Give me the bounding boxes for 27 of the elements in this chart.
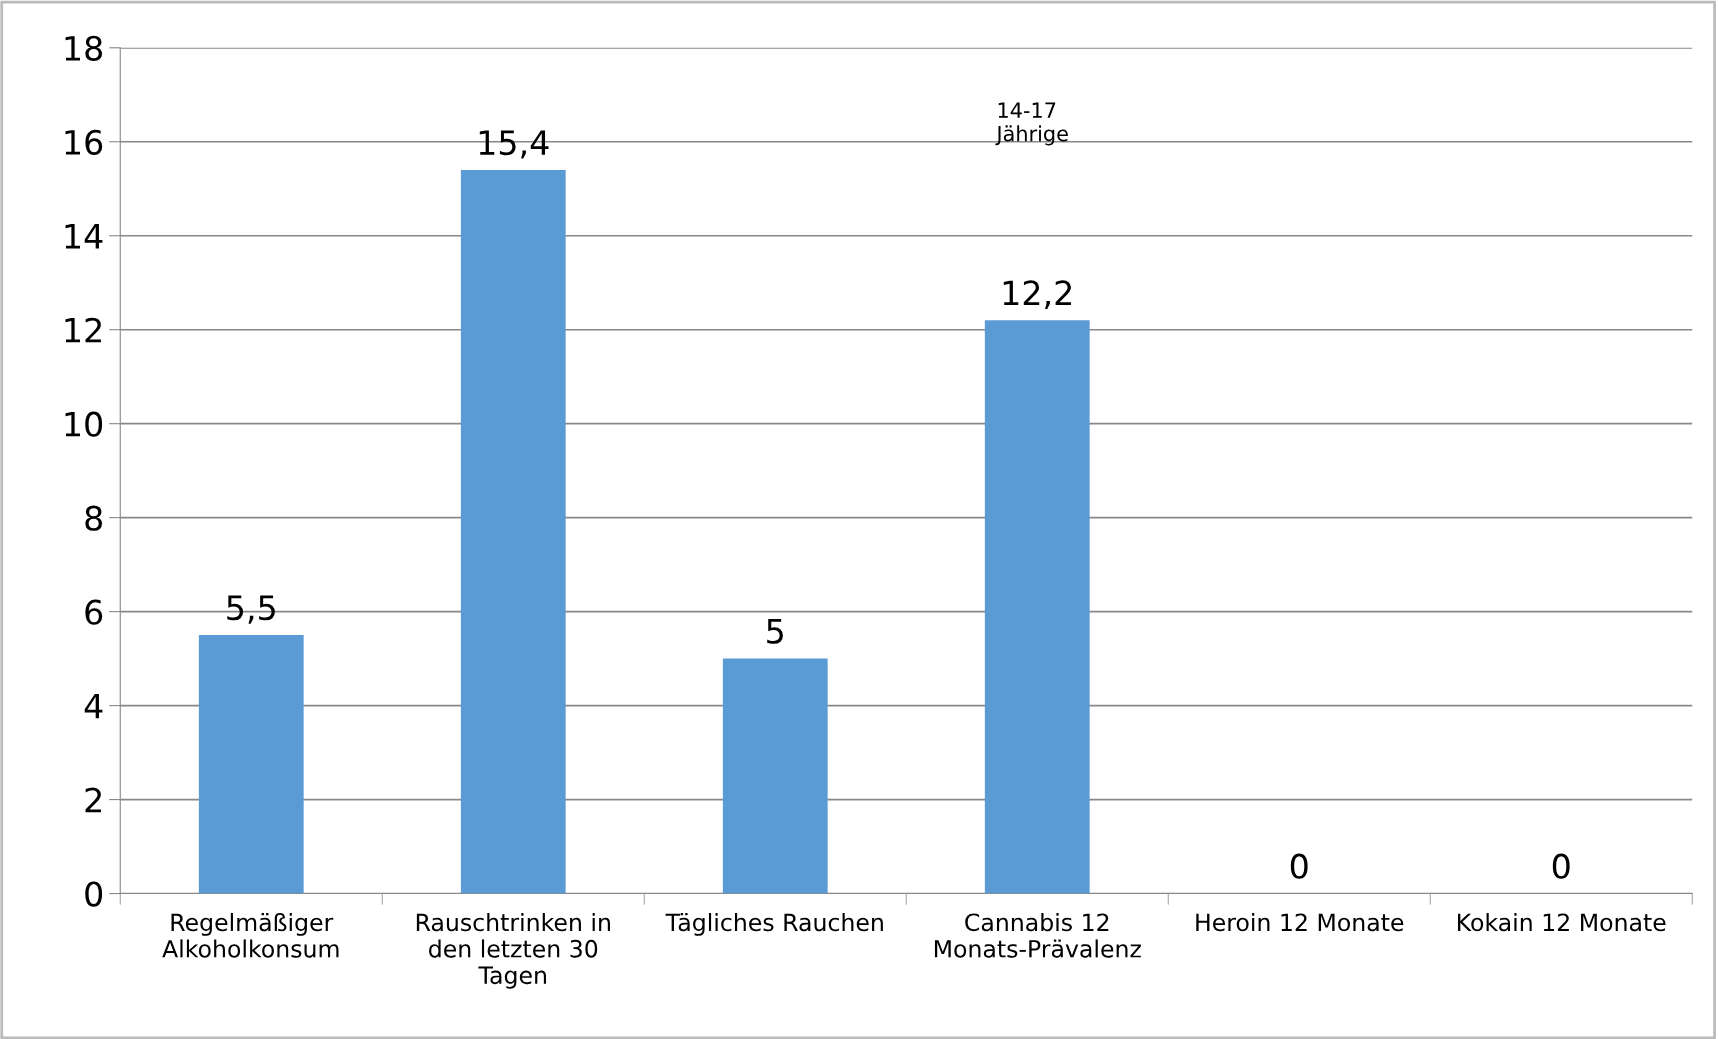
x-tick-label: Regelmäßiger Alkoholkonsum <box>162 912 339 958</box>
y-tick-label: 12 <box>65 317 101 343</box>
y-tick-label: 4 <box>84 693 103 719</box>
y-tick-label: 18 <box>65 35 103 61</box>
data-label: 0 <box>1552 853 1570 879</box>
data-label: 0 <box>1290 853 1308 879</box>
annotation: 14-17 Jährige <box>995 102 1068 146</box>
data-label: 15,4 <box>479 130 549 159</box>
y-tick-label: 0 <box>85 881 103 907</box>
data-label: 12,2 <box>1003 280 1072 309</box>
bar <box>198 635 304 894</box>
y-tick-label: 6 <box>85 599 103 625</box>
data-label: 5 <box>767 619 783 644</box>
bar <box>460 169 566 894</box>
bar <box>984 320 1090 894</box>
y-tick-label: 14 <box>65 224 103 249</box>
x-tick-label: Cannabis 12 Monats-Prävalenz <box>934 912 1141 958</box>
y-tick-label: 10 <box>65 411 103 437</box>
bar <box>722 658 828 894</box>
x-tick-label: Heroin 12 Monate <box>1196 912 1404 932</box>
x-tick-label: Rauschtrinken in den letzten 30 Tagen <box>416 912 610 989</box>
x-tick-label: Tägliches Rauchen <box>665 912 883 936</box>
x-tick-label: Kokain 12 Monate <box>1458 912 1666 932</box>
y-tick-label: 8 <box>85 505 103 531</box>
data-label: 5,5 <box>227 595 275 624</box>
y-tick-label: 16 <box>65 129 103 155</box>
y-tick-label: 2 <box>85 787 101 813</box>
